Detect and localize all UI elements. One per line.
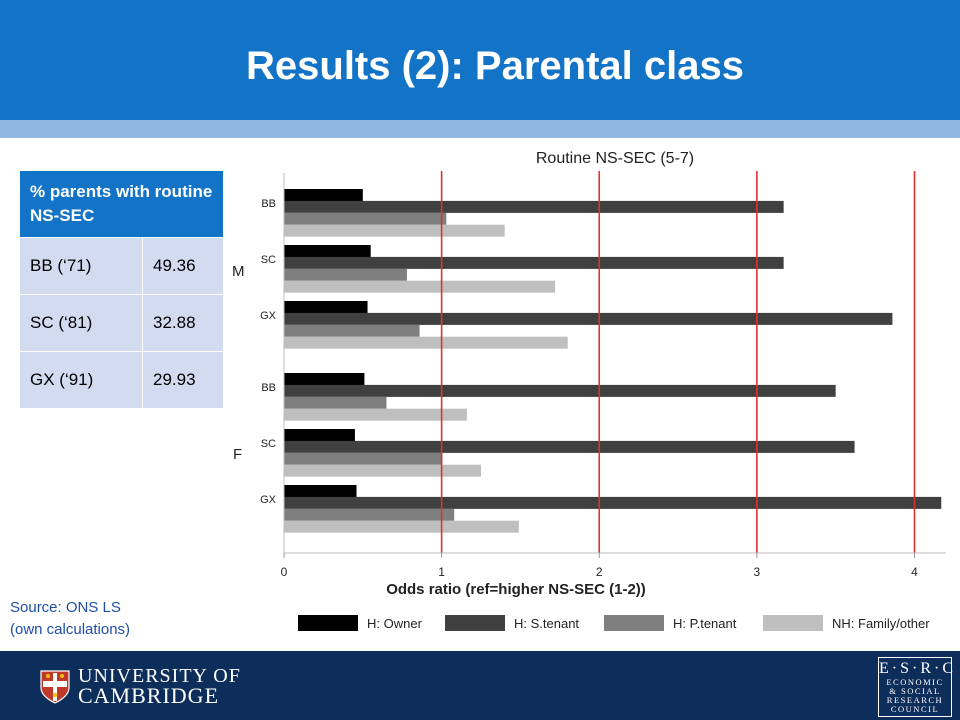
bar [284, 212, 447, 225]
bar [284, 396, 387, 409]
university-line: UNIVERSITY OF [78, 665, 241, 687]
legend-swatch [604, 615, 664, 631]
bar [284, 200, 784, 213]
bar [284, 224, 505, 237]
source-line: Source: ONS LS [10, 599, 121, 616]
category-label: GX [260, 494, 277, 506]
bar [284, 464, 482, 477]
source-note: Source: ONS LS (own calculations) [10, 597, 130, 641]
bar [284, 520, 519, 533]
page-title: Results (2): Parental class [246, 44, 744, 88]
x-axis-title: Odds ratio (ref=higher NS-SEC (1-2)) [386, 581, 646, 598]
bar [284, 496, 942, 509]
bar [284, 384, 836, 397]
x-tick-label: 0 [281, 565, 288, 579]
table-header: % parents with routine NS-SEC [19, 170, 224, 238]
x-tick-label: 3 [754, 565, 761, 579]
bar [284, 312, 893, 325]
esrc-acronym: E·S·R·C [879, 660, 956, 677]
bar [284, 408, 467, 421]
university-logo: UNIVERSITY OF CAMBRIDGE [78, 665, 241, 708]
bar [284, 324, 420, 337]
group-label: F [233, 446, 242, 463]
bar [284, 485, 357, 497]
row-value: 29.93 [142, 351, 224, 409]
table-row: SC (‘81) 32.88 [19, 294, 224, 352]
table-row: BB (‘71) 49.36 [19, 237, 224, 295]
x-tick-label: 4 [911, 565, 918, 579]
group-label: M [232, 263, 245, 280]
bar [284, 256, 784, 269]
legend-swatch [298, 615, 358, 631]
legend-label: NH: Family/other [832, 616, 930, 631]
esrc-line: COUNCIL [890, 704, 940, 714]
bar [284, 373, 365, 385]
bar [284, 508, 455, 521]
university-crest-icon [40, 670, 70, 704]
legend-swatch [763, 615, 823, 631]
bar [284, 301, 368, 313]
bar [284, 189, 363, 201]
esrc-logo: E·S·R·C ECONOMIC & SOCIAL RESEARCH COUNC… [878, 657, 956, 717]
esrc-line: & SOCIAL [889, 686, 941, 696]
bar [284, 280, 556, 293]
category-label: GX [260, 310, 277, 322]
bar [284, 245, 371, 257]
university-line: CAMBRIDGE [78, 683, 220, 708]
category-label: SC [261, 438, 276, 450]
esrc-line: RESEARCH [886, 695, 944, 705]
row-label: GX (‘91) [19, 351, 143, 409]
category-label: SC [261, 254, 276, 266]
x-tick-label: 1 [438, 565, 445, 579]
esrc-line: ECONOMIC [886, 677, 944, 687]
bar [284, 440, 855, 453]
row-label: BB (‘71) [19, 237, 143, 295]
chart-title: Routine NS-SEC (5-7) [536, 150, 694, 167]
bar [284, 268, 407, 281]
category-label: BB [261, 382, 276, 394]
footer-bar [0, 651, 960, 720]
odds-ratio-chart: Routine NS-SEC (5-7) 0 1 2 3 4 Odds ratio (ref… [232, 143, 948, 643]
title-band [0, 120, 960, 138]
bar [284, 336, 568, 349]
x-tick-label: 2 [596, 565, 603, 579]
category-label: BB [261, 198, 276, 210]
legend-swatch [445, 615, 505, 631]
legend-label: H: S.tenant [514, 616, 579, 631]
bar [284, 452, 442, 465]
parents-table: % parents with routine NS-SEC BB (‘71) 4… [19, 170, 224, 409]
source-line: (own calculations) [10, 621, 131, 638]
legend-label: H: P.tenant [673, 616, 737, 631]
table-row: GX (‘91) 29.93 [19, 351, 224, 409]
title-bar: Results (2): Parental class [0, 0, 960, 120]
row-value: 32.88 [142, 294, 224, 352]
row-label: SC (‘81) [19, 294, 143, 352]
bar [284, 429, 355, 441]
legend-label: H: Owner [367, 616, 423, 631]
row-value: 49.36 [142, 237, 224, 295]
